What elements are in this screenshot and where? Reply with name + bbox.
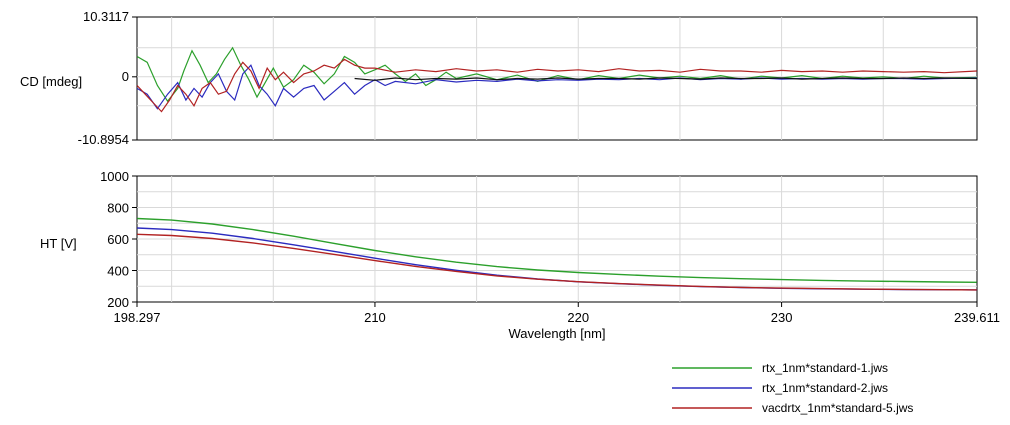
cd-y-axis-label: CD [mdeg] — [20, 74, 82, 89]
cd-series-line — [354, 77, 977, 81]
x-tick-label: 210 — [364, 310, 386, 325]
cd-series-line — [136, 46, 977, 103]
x-tick-label: 220 — [567, 310, 589, 325]
ht-series-line — [137, 233, 977, 291]
cd-panel: 10.3117 0 -10.8954 CD [mdeg] — [20, 9, 978, 147]
ht-series-lines — [137, 217, 977, 291]
cd-y-tick-label: -10.8954 — [78, 132, 129, 147]
x-tick-label: 230 — [771, 310, 793, 325]
cd-y-tick-label: 10.3117 — [83, 9, 129, 24]
cd-y-tick-label: 0 — [122, 69, 129, 84]
x-tick-label: 239.611 — [954, 310, 1000, 325]
ht-y-tick-label: 400 — [107, 264, 129, 279]
ht-y-tick-label: 800 — [107, 201, 129, 216]
cd-series-lines — [136, 46, 977, 113]
ht-y-axis-label: HT [V] — [40, 236, 77, 251]
legend-label: rtx_1nm*standard-1.jws — [762, 361, 888, 375]
ht-panel: 1000 800 600 400 200 198.297 210 220 230 239.611… — [40, 169, 1000, 341]
x-tick-label: 198.297 — [114, 310, 161, 325]
cd-gridlines — [137, 17, 977, 140]
ht-series-line — [137, 217, 977, 283]
cd-y-ticks: 10.3117 0 -10.8954 — [78, 9, 137, 147]
ht-y-ticks: 1000 800 600 400 200 — [100, 169, 137, 310]
ht-y-tick-label: 200 — [107, 295, 129, 310]
legend-label: rtx_1nm*standard-2.jws — [762, 381, 888, 395]
legend: rtx_1nm*standard-1.jws rtx_1nm*standard-2… — [672, 361, 913, 415]
x-axis-label: Wavelength [nm] — [508, 326, 605, 341]
legend-label: vacdrtx_1nm*standard-5.jws — [762, 401, 913, 415]
ht-gridlines — [137, 176, 977, 302]
ht-y-tick-label: 600 — [107, 232, 129, 247]
ht-x-ticks: 198.297 210 220 230 239.611 — [114, 302, 1000, 325]
cd-series-line — [136, 58, 977, 113]
ht-y-tick-label: 1000 — [100, 169, 129, 184]
